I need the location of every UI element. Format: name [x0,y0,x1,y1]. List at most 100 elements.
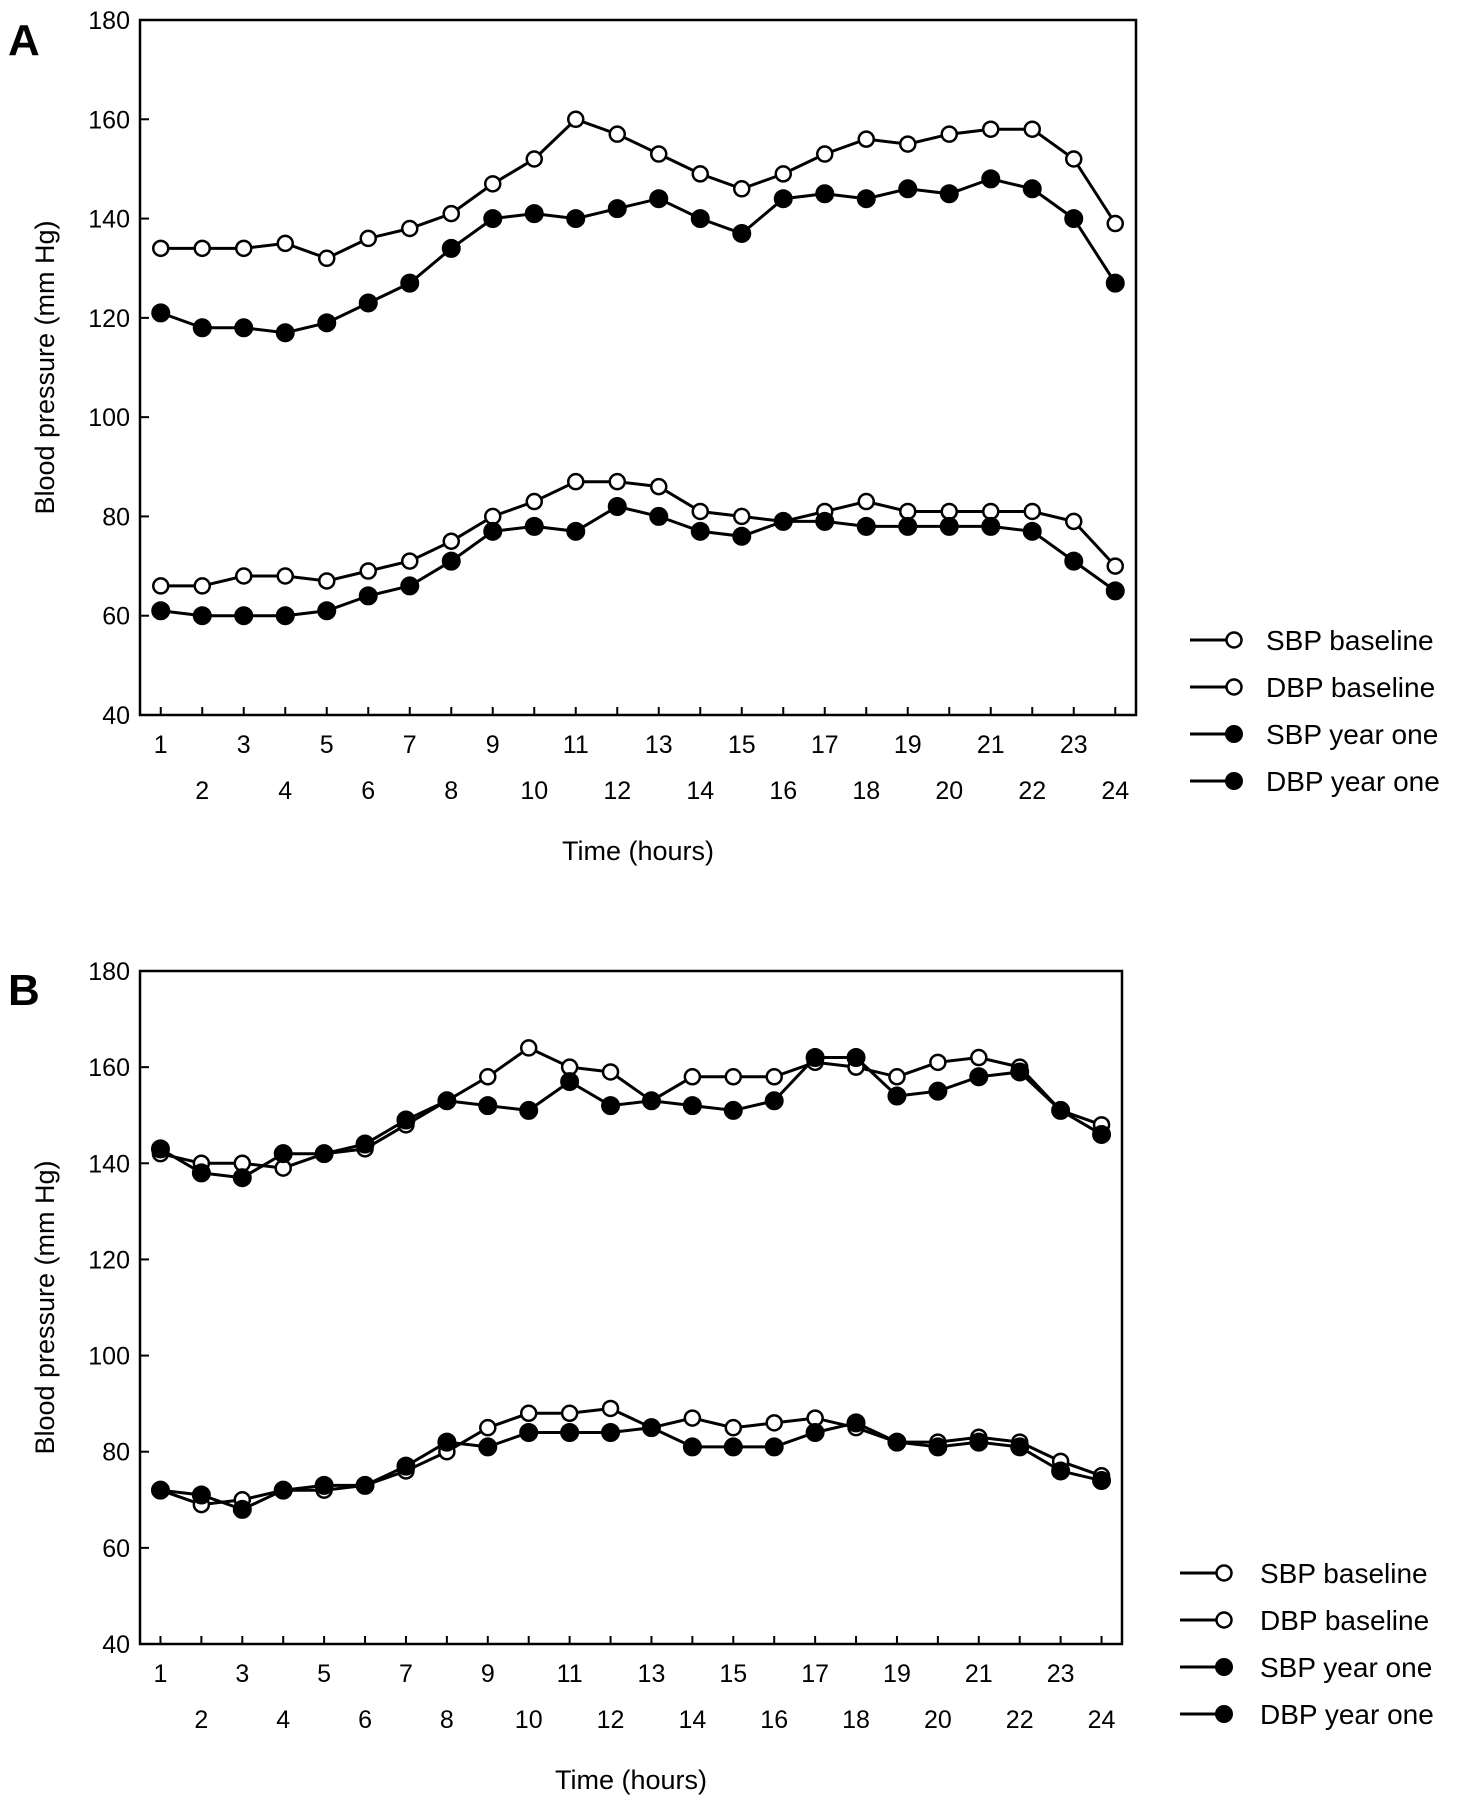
legend-marker-open [1215,1564,1233,1582]
data-point-filled [732,526,752,546]
x-tick-label: 14 [678,1706,706,1734]
data-point-open [152,577,170,595]
data-point-open [560,1404,579,1423]
series-line [160,177,1117,335]
data-point-open [442,204,460,223]
panel-letter: A [8,16,40,65]
data-point-filled [773,189,793,209]
y-tick-label: 40 [102,1631,130,1659]
y-tick-label: 160 [88,1054,130,1082]
x-tick-label: 23 [1047,1660,1075,1688]
data-point-open [940,502,958,521]
legend-entry: SBP year one [1180,1652,1432,1683]
data-point-filled [682,1437,702,1457]
data-point-open [479,1068,497,1086]
x-tick-label: 17 [801,1660,829,1688]
x-tick-label: 11 [563,731,589,759]
data-point-filled [723,1100,743,1120]
legend-entry: SBP year one [1190,719,1438,750]
data-point-open [525,150,543,168]
legend-label: DBP year one [1266,766,1440,797]
y-tick-label: 180 [88,7,130,35]
data-point-filled [649,506,669,526]
data-point-open [359,562,377,580]
data-point-open [929,1053,947,1072]
data-point-open [318,572,336,590]
panel-a: A406080100120140160180123456789101112131… [8,7,1440,866]
y-tick-label: 100 [88,1343,130,1371]
data-point-filled [519,1100,539,1120]
data-point-filled [805,1048,825,1068]
x-tick-label: 4 [278,777,292,805]
legend-marker-open [1215,1611,1233,1629]
data-point-open [276,234,294,253]
legend-marker-open [1225,631,1243,649]
data-point-filled [601,1096,621,1116]
data-point-open [899,502,917,521]
y-axis-title: Blood pressure (mm Hg) [30,220,60,514]
x-tick-label: 22 [1018,777,1046,805]
data-point-open [857,130,875,148]
data-point-filled [437,1432,457,1452]
data-point-filled [317,313,337,333]
y-tick-label: 180 [88,958,130,986]
x-axis-title: Time (hours) [562,836,714,866]
data-point-filled [641,1091,661,1111]
x-tick-label: 15 [728,731,756,759]
series-dbp-baseline [152,472,1124,595]
data-point-filled [358,293,378,313]
x-tick-label: 22 [1006,1706,1034,1734]
data-point-filled [1092,1471,1112,1491]
x-tick-label: 17 [811,731,839,759]
series-line [159,1056,1103,1180]
data-point-open [970,1048,988,1067]
data-point-filled [151,303,171,323]
data-point-filled [524,516,544,536]
data-point-filled [641,1418,661,1438]
plot-frame [138,969,1124,1646]
data-point-filled [856,516,876,536]
data-point-open [982,120,1000,138]
x-tick-label: 9 [481,1660,495,1688]
data-point-filled [519,1422,539,1442]
data-point-filled [764,1091,784,1111]
series-line [160,1421,1102,1512]
data-point-open [691,165,709,183]
x-tick-label: 12 [597,1706,625,1734]
data-point-open [733,507,751,526]
data-point-filled [649,189,669,209]
series-line [160,504,1117,618]
data-point-open [235,567,253,585]
data-point-filled [846,1413,866,1433]
legend-entry: DBP baseline [1190,672,1435,703]
data-point-filled [275,323,295,343]
data-point-filled [690,521,710,541]
data-point-filled [601,1422,621,1442]
series-dbp-baseline [151,1399,1111,1514]
x-tick-label: 18 [842,1706,870,1734]
data-point-open [601,1063,620,1081]
data-point-filled [358,586,378,606]
data-point-filled [560,1072,580,1092]
y-tick-label: 160 [88,106,130,134]
legend-entry: SBP baseline [1190,625,1434,656]
legend-label: SBP baseline [1260,1558,1428,1589]
data-point-filled [524,204,544,224]
legend-entry: SBP baseline [1180,1558,1428,1589]
x-tick-label: 13 [638,1660,666,1688]
x-tick-label: 12 [603,777,631,805]
data-point-open [608,472,626,491]
legend-marker-filled [1215,1658,1233,1676]
x-tick-label: 8 [444,777,458,805]
y-tick-label: 60 [102,603,130,631]
x-tick-label: 20 [935,777,963,805]
data-point-filled [478,1437,498,1457]
data-point-open [608,125,626,143]
data-point-open [1065,150,1083,168]
x-tick-label: 24 [1101,777,1129,805]
data-point-filled [1064,209,1084,229]
x-tick-label: 21 [965,1660,993,1688]
y-tick-label: 40 [102,702,130,730]
plot-frame [138,18,1138,717]
data-point-open [765,1414,783,1432]
